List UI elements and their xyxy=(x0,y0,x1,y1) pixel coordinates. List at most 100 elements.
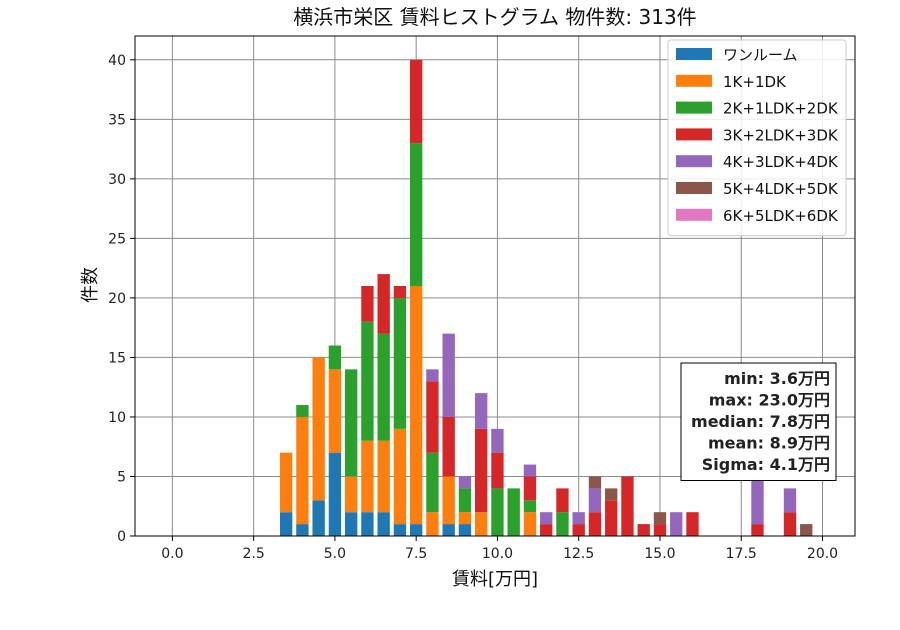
bar-segment xyxy=(393,286,407,298)
legend-swatch xyxy=(676,48,712,60)
bar-segment xyxy=(393,524,407,536)
y-tick-label: 20 xyxy=(108,291,126,307)
bar-segment xyxy=(409,524,423,536)
bar-segment xyxy=(458,512,472,525)
bar-segment xyxy=(328,345,342,370)
bar-segment xyxy=(556,512,569,536)
legend-swatch xyxy=(676,155,712,168)
bar-segment xyxy=(523,476,537,501)
x-tick-label: 2.5 xyxy=(243,546,265,562)
bar-segment xyxy=(377,274,390,334)
x-tick-label: 15.0 xyxy=(644,546,675,562)
bar-segment xyxy=(686,512,699,536)
bar-segment xyxy=(588,512,602,536)
x-tick-label: 10.0 xyxy=(482,546,513,562)
bar-segment xyxy=(458,524,472,536)
y-tick-label: 35 xyxy=(108,112,126,128)
x-axis-ticks: 0.0 2.5 5.0 7.5 10.0 12.5 15.0 17.5 20.0 xyxy=(161,536,838,562)
legend-box xyxy=(667,39,847,237)
bar-segment xyxy=(409,286,423,525)
bars-layer xyxy=(279,59,813,536)
bar-segment xyxy=(344,476,358,513)
bar-segment xyxy=(653,524,667,536)
stats-line: Sigma: 4.1万円 xyxy=(702,455,830,474)
legend-swatch xyxy=(676,101,712,114)
bar-segment xyxy=(377,333,390,441)
bar-segment xyxy=(344,369,358,477)
bar-segment xyxy=(751,476,764,525)
bar-segment xyxy=(491,428,504,453)
y-tick-label: 10 xyxy=(108,410,126,426)
y-tick-label: 30 xyxy=(108,172,126,188)
bar-segment xyxy=(475,428,488,513)
bar-segment xyxy=(426,369,439,382)
bar-segment xyxy=(393,428,407,525)
bar-segment xyxy=(442,333,455,417)
legend-label: 6K+5LDK+6DK xyxy=(723,207,839,225)
x-tick-label: 17.5 xyxy=(726,546,757,562)
bar-segment xyxy=(426,512,439,536)
bar-segment xyxy=(458,488,472,513)
bar-segment xyxy=(426,381,439,453)
legend-swatch xyxy=(676,182,712,194)
bar-segment xyxy=(475,512,488,536)
x-tick-label: 5.0 xyxy=(324,546,346,562)
bar-segment xyxy=(523,464,537,477)
bar-segment xyxy=(670,512,683,536)
bar-segment xyxy=(344,512,358,536)
y-tick-label: 0 xyxy=(117,529,126,545)
bar-segment xyxy=(442,416,455,477)
x-tick-label: 0.0 xyxy=(161,546,183,562)
bar-segment xyxy=(361,440,374,513)
legend-swatch xyxy=(676,128,712,141)
y-tick-label: 15 xyxy=(108,350,126,366)
stats-line: mean: 8.9万円 xyxy=(708,434,830,453)
bar-segment xyxy=(442,524,455,536)
bar-segment xyxy=(572,524,585,536)
bar-segment xyxy=(540,512,553,525)
x-axis-title: 賃料[万円] xyxy=(452,569,538,590)
bar-segment xyxy=(523,500,537,513)
bar-segment xyxy=(296,405,309,417)
bar-segment xyxy=(442,476,455,525)
bar-segment xyxy=(605,488,618,501)
bar-segment xyxy=(409,143,423,286)
bar-segment xyxy=(491,452,504,489)
bar-segment xyxy=(523,512,537,536)
bar-segment xyxy=(296,524,309,536)
y-tick-label: 25 xyxy=(108,231,126,247)
stats-line: min: 3.6万円 xyxy=(724,369,830,388)
legend-label: 2K+1LDK+2DK xyxy=(723,100,839,118)
bar-segment xyxy=(572,512,585,525)
y-axis-ticks: 0 5 10 15 20 25 30 35 40 xyxy=(108,53,135,545)
bar-segment xyxy=(458,476,472,489)
bar-segment xyxy=(377,512,390,536)
legend-swatch xyxy=(676,74,712,87)
bar-segment xyxy=(653,512,667,525)
legend-label: 3K+2LDK+3DK xyxy=(723,126,839,144)
stats-line: median: 7.8万円 xyxy=(691,412,830,431)
bar-segment xyxy=(361,321,374,441)
bar-segment xyxy=(328,369,342,453)
bar-segment xyxy=(751,524,764,536)
bar-segment xyxy=(377,440,390,513)
bar-segment xyxy=(588,488,602,513)
stats-box-frame xyxy=(680,362,837,481)
legend-label: 5K+4LDK+5DK xyxy=(723,180,839,198)
y-axis-title: 件数 xyxy=(80,267,101,303)
bar-segment xyxy=(588,476,602,489)
legend-swatch xyxy=(676,208,712,221)
bar-segment xyxy=(328,452,342,536)
bar-segment xyxy=(393,297,407,429)
legend-label: 1K+1DK xyxy=(723,73,787,91)
chart-title: 横浜市栄区 賃料ヒストグラム 物件数: 313件 xyxy=(293,5,696,29)
bar-segment xyxy=(409,59,423,144)
x-tick-label: 7.5 xyxy=(405,546,427,562)
bar-segment xyxy=(279,512,293,536)
y-tick-label: 40 xyxy=(108,53,126,69)
bar-segment xyxy=(783,512,797,536)
bar-segment xyxy=(426,452,439,513)
bar-segment xyxy=(312,357,325,501)
bar-segment xyxy=(475,393,488,429)
